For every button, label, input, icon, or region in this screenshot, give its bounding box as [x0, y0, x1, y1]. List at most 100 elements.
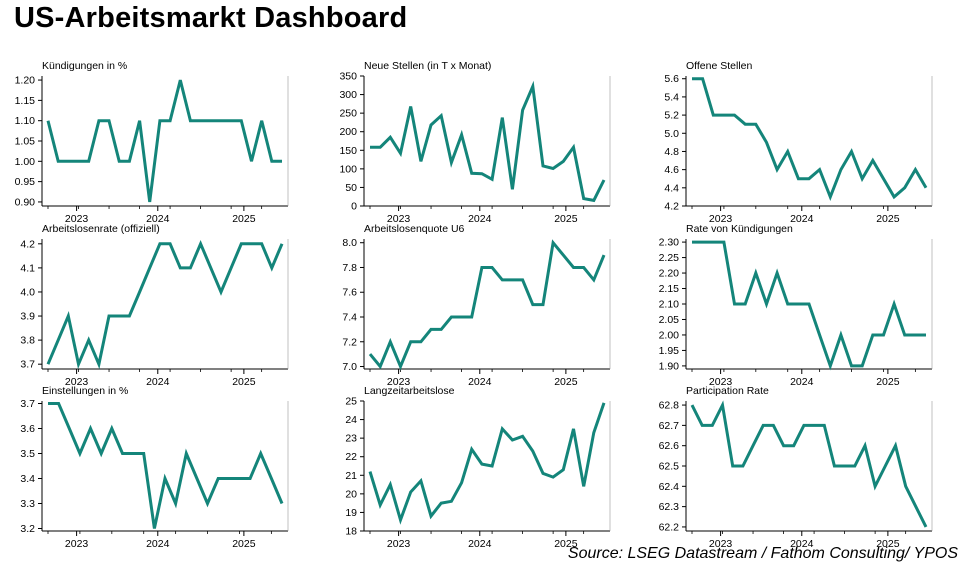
series-line	[368, 402, 606, 525]
y-tick-label: 7.8	[342, 262, 357, 274]
y-tick-label: 3.9	[20, 311, 35, 323]
y-tick-label: 21	[345, 470, 357, 482]
y-tick-label: 7.6	[342, 287, 357, 299]
chart-title: Arbeitslosenrate (offiziell)	[42, 223, 160, 235]
y-tick-label: 1.20	[15, 75, 36, 87]
y-tick-label: 2.30	[659, 237, 680, 249]
series-line	[46, 79, 282, 203]
chart-plot: 8.0 7.8 7.6 7.4 7.2 7.0 2023 2024 2025	[342, 237, 611, 388]
y-tick-label: 3.7	[20, 359, 35, 371]
y-tick-label: 1.00	[15, 156, 36, 168]
x-tick-label: 2024	[790, 376, 814, 388]
page-title: US-Arbeitsmarkt Dashboard	[14, 2, 408, 34]
y-tick-label: 62.2	[659, 521, 680, 533]
chart-panel-arbeitslosenrate: Arbeitslosenrate (offiziell) 4.2 4.1 4.0 3.…	[0, 223, 310, 389]
y-tick-label: 2.25	[659, 252, 680, 264]
series-line	[370, 80, 606, 203]
y-tick-label: 50	[345, 182, 357, 194]
y-tick-label: 2.20	[659, 268, 680, 280]
y-tick-label: 20	[345, 488, 357, 500]
source-note: Source: LSEG Datastream / Fathom Consult…	[567, 545, 958, 562]
chart-title: Einstellungen in %	[42, 385, 129, 397]
y-tick-label: 2.05	[659, 314, 680, 326]
y-tick-label: 7.2	[342, 336, 357, 348]
y-tick-label: 3.7	[20, 398, 35, 410]
x-tick-label: 2023	[65, 376, 89, 388]
chart-plot: 25 24 23 22 21 20 19 18 2023 2024 2025	[345, 396, 611, 550]
x-tick-label: 2023	[387, 213, 411, 225]
y-tick-label: 23	[345, 433, 357, 445]
x-tick-label: 2025	[232, 538, 256, 550]
y-tick-label: 100	[339, 163, 357, 175]
chart-panel-participation: Participation Rate 62.8 62.7 62.6 62.5 62.4 6…	[644, 385, 954, 551]
y-tick-label: 200	[339, 126, 357, 138]
y-tick-label: 25	[345, 396, 357, 408]
chart-panel-u6: Arbeitslosenquote U6 8.0 7.8 7.6 7.4 7.2 7.0 2…	[322, 223, 632, 389]
x-tick-label: 2023	[65, 213, 89, 225]
y-tick-label: 350	[339, 71, 357, 83]
x-tick-label: 2023	[709, 538, 733, 550]
y-tick-label: 2.10	[659, 299, 680, 311]
y-tick-label: 18	[345, 526, 357, 538]
chart-plot: 5.6 5.4 5.2 5.0 4.8 4.6 4.4 4.2 2023 2024 2025	[664, 73, 933, 225]
x-tick-label: 2025	[876, 538, 900, 550]
y-tick-label: 0.95	[15, 176, 36, 188]
chart-panel-offene-stellen: Offene Stellen 5.6 5.4 5.2 5.0 4.8 4.6 4.4 4.2 2…	[644, 60, 954, 226]
x-tick-label: 2025	[554, 538, 578, 550]
chart-title: Neue Stellen (in T x Monat)	[364, 60, 492, 72]
y-tick-label: 300	[339, 89, 357, 101]
series-line	[692, 77, 928, 202]
x-tick-label: 2024	[790, 213, 814, 225]
series-line	[46, 239, 284, 370]
y-tick-label: 1.10	[15, 115, 36, 127]
chart-plot: 1.20 1.15 1.10 1.05 1.00 0.95 0.90 2023 2024 2025	[15, 75, 289, 225]
y-tick-label: 19	[345, 507, 357, 519]
x-tick-label: 2024	[468, 213, 492, 225]
chart-title: Langzeitarbeitslose	[364, 385, 455, 397]
series-line	[48, 402, 284, 529]
y-tick-label: 3.4	[20, 473, 35, 485]
y-tick-label: 8.0	[342, 237, 357, 249]
x-tick-label: 2025	[876, 376, 900, 388]
y-tick-label: 24	[345, 414, 357, 426]
y-tick-label: 62.3	[659, 501, 680, 513]
chart-panel-langzeitarbeitslose: Langzeitarbeitslose 25 24 23 22 21 20 19 18 2023…	[322, 385, 632, 551]
y-tick-label: 4.8	[664, 146, 679, 158]
y-tick-label: 3.5	[20, 448, 35, 460]
y-tick-label: 1.90	[659, 360, 680, 372]
x-tick-label: 2025	[554, 213, 578, 225]
y-tick-label: 4.0	[20, 286, 35, 298]
x-tick-label: 2025	[232, 376, 256, 388]
y-tick-label: 7.4	[342, 312, 357, 324]
x-tick-label: 2024	[146, 538, 170, 550]
x-tick-label: 2024	[146, 376, 170, 388]
chart-plot: 350 300 250 200 150 100 50 0 2023 2024 2025	[339, 71, 611, 225]
chart-title: Kündigungen in %	[42, 60, 128, 72]
y-tick-label: 1.95	[659, 345, 680, 357]
chart-panel-einstellungen: Einstellungen in % 3.7 3.6 3.5 3.4 3.3 3.2 202…	[0, 385, 310, 551]
chart-plot: 4.2 4.1 4.0 3.9 3.8 3.7 2023 2024 2025	[20, 238, 289, 388]
chart-title: Arbeitslosenquote U6	[364, 223, 465, 235]
y-tick-label: 62.5	[659, 461, 680, 473]
series-line	[690, 400, 928, 528]
y-tick-label: 62.7	[659, 420, 680, 432]
y-tick-label: 7.0	[342, 361, 357, 373]
series-line	[368, 239, 606, 371]
y-tick-label: 5.6	[664, 73, 679, 85]
y-tick-label: 4.4	[664, 182, 679, 194]
chart-panel-neue-stellen: Neue Stellen (in T x Monat) 350 300 250 200…	[322, 60, 632, 226]
y-tick-label: 62.4	[659, 481, 680, 493]
y-tick-label: 4.1	[20, 262, 35, 274]
y-tick-label: 3.8	[20, 335, 35, 347]
chart-title: Participation Rate	[686, 385, 769, 397]
x-tick-label: 2025	[876, 213, 900, 225]
y-tick-label: 4.2	[664, 201, 679, 213]
y-tick-label: 3.6	[20, 423, 35, 435]
y-tick-label: 0.90	[15, 196, 36, 208]
x-tick-label: 2023	[387, 538, 411, 550]
y-tick-label: 1.05	[15, 136, 36, 148]
y-tick-label: 2.15	[659, 283, 680, 295]
y-tick-label: 150	[339, 145, 357, 157]
y-tick-label: 1.15	[15, 95, 36, 107]
y-tick-label: 62.8	[659, 400, 680, 412]
